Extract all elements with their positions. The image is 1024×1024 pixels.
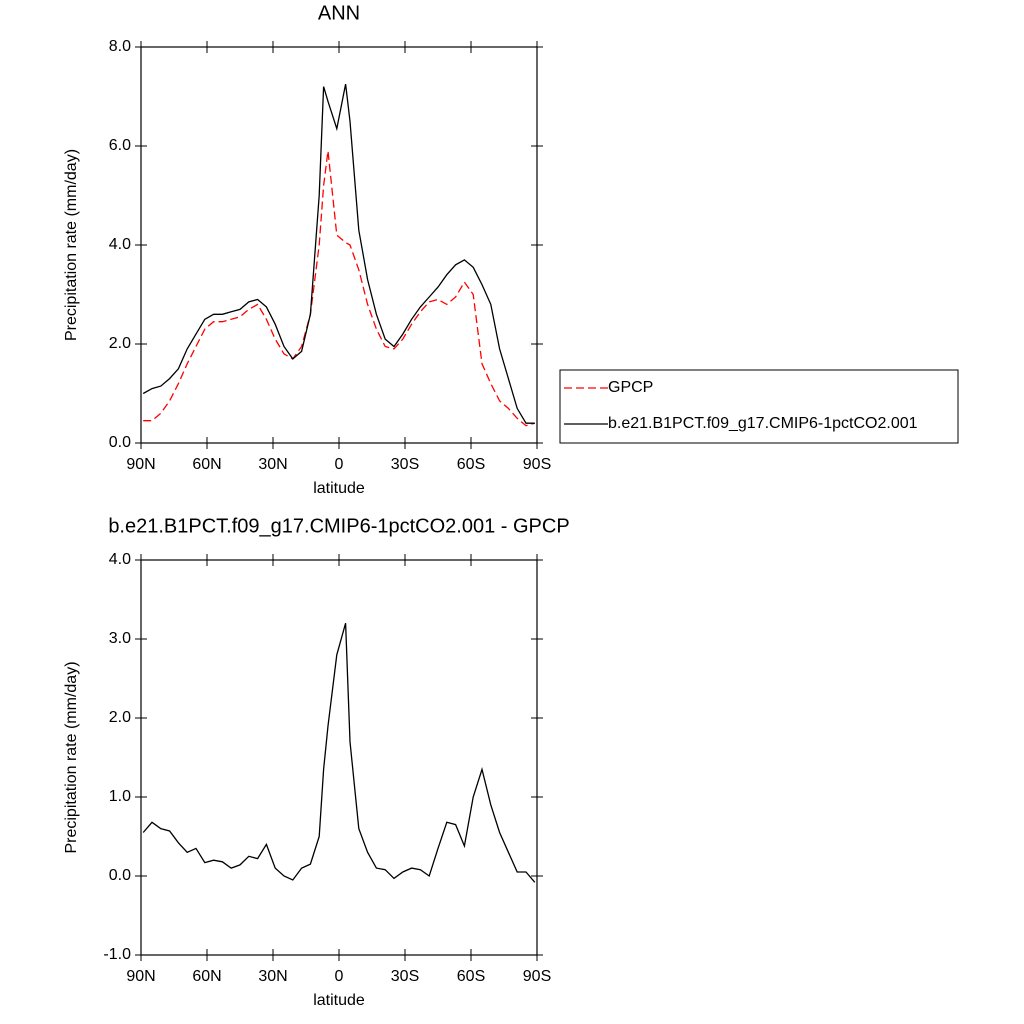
- y-tick-label: 0.0: [109, 434, 131, 451]
- x-tick-label: 30S: [391, 456, 419, 473]
- plot-frame: [140, 559, 538, 956]
- y-tick-label: 8.0: [109, 38, 131, 55]
- x-tick-label: 30N: [258, 456, 287, 473]
- x-tick-label: 30N: [258, 968, 287, 985]
- y-tick-label: 1.0: [109, 788, 131, 805]
- x-tick-label: 0: [335, 968, 344, 985]
- x-tick-label: 60S: [457, 968, 485, 985]
- y-tick-label: 2.0: [109, 335, 131, 352]
- x-tick-label: 60N: [192, 968, 221, 985]
- y-tick-label: 4.0: [109, 236, 131, 253]
- y-tick-label: 3.0: [109, 630, 131, 647]
- y-axis-label: Precipitation rate (mm/day): [63, 661, 80, 853]
- x-axis-label: latitude: [313, 992, 365, 1009]
- y-tick-label: 6.0: [109, 137, 131, 154]
- y-tick-label: 2.0: [109, 709, 131, 726]
- y-tick-label: 0.0: [109, 867, 131, 884]
- x-tick-label: 30S: [391, 968, 419, 985]
- x-tick-label: 0: [335, 456, 344, 473]
- legend-label: GPCP: [608, 379, 653, 396]
- series-line: [143, 150, 535, 427]
- y-axis-label: Precipitation rate (mm/day): [63, 149, 80, 341]
- x-axis-label: latitude: [313, 480, 365, 497]
- series-line: [142, 83, 535, 424]
- x-tick-label: 90N: [126, 968, 155, 985]
- chart-title: b.e21.B1PCT.f09_g17.CMIP6-1pctCO2.001 - …: [108, 515, 569, 537]
- legend-box: [559, 369, 959, 444]
- legend-label: b.e21.B1PCT.f09_g17.CMIP6-1pctCO2.001: [608, 415, 918, 432]
- x-tick-label: 90S: [523, 968, 551, 985]
- x-tick-label: 90S: [523, 456, 551, 473]
- series-line: [142, 623, 536, 883]
- y-tick-label: -1.0: [103, 946, 131, 963]
- plot-frame: [140, 46, 538, 444]
- y-tick-label: 4.0: [109, 551, 131, 568]
- x-tick-label: 90N: [126, 456, 155, 473]
- x-tick-label: 60S: [457, 456, 485, 473]
- x-tick-label: 60N: [192, 456, 221, 473]
- chart-title: ANN: [318, 2, 360, 24]
